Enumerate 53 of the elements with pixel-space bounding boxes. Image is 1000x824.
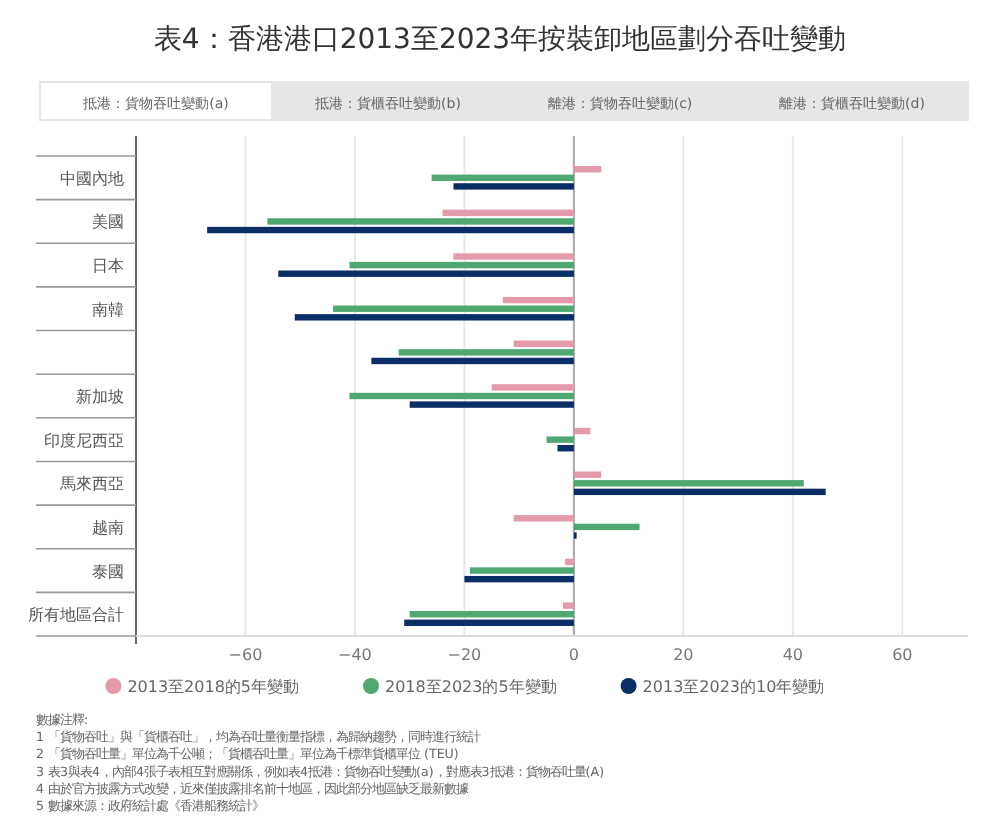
y-tick-label: 中國內地 xyxy=(60,169,124,188)
bar xyxy=(349,392,574,400)
y-tick-label: 日本 xyxy=(92,257,124,276)
bar xyxy=(294,314,574,321)
bar xyxy=(502,296,574,304)
x-tick-label: 0 xyxy=(568,646,579,664)
bar xyxy=(546,436,574,443)
bar xyxy=(409,401,574,408)
y-tick-label: 印度尼西亞 xyxy=(44,431,124,450)
y-tick-label: 南韓 xyxy=(92,300,124,319)
y-tick-label: 泰國 xyxy=(92,562,124,581)
x-tick-label: −60 xyxy=(228,646,263,664)
x-tick-label: −20 xyxy=(447,646,482,664)
bar xyxy=(278,270,574,277)
y-tick-label: 新加坡 xyxy=(76,388,124,406)
chart-title: 表4：香港港口2013至2023年按裝卸地區劃分吞吐變動 xyxy=(153,24,847,56)
bar xyxy=(371,357,574,365)
bar xyxy=(349,261,574,269)
bar xyxy=(442,209,574,217)
y-tick-label: 美國 xyxy=(92,213,124,232)
bar xyxy=(453,183,574,190)
bar xyxy=(333,305,574,312)
bar xyxy=(562,602,574,609)
bar xyxy=(404,619,574,626)
x-tick-label: −40 xyxy=(338,646,372,664)
bar xyxy=(469,567,574,574)
bar xyxy=(573,427,591,435)
bar xyxy=(267,218,574,225)
x-tick-label: 20 xyxy=(673,646,694,664)
y-tick-label: 馬來西亞 xyxy=(58,475,124,494)
bar xyxy=(409,610,574,618)
legend-label: 2018至2023的5年變動 xyxy=(385,678,557,696)
bar xyxy=(573,488,826,496)
y-tick-label: 越南 xyxy=(92,518,124,537)
bar xyxy=(513,515,574,522)
bar xyxy=(464,575,574,583)
y-tick-label: 所有地區合計 xyxy=(28,606,124,625)
x-tick-label: 40 xyxy=(782,646,804,664)
legend-label: 2013至2018的5年變動 xyxy=(127,678,300,696)
bar xyxy=(565,558,574,566)
bar xyxy=(491,384,574,391)
bar xyxy=(513,340,574,347)
bar xyxy=(398,349,574,356)
bar xyxy=(573,523,640,531)
bar xyxy=(573,166,602,173)
bar xyxy=(573,471,602,478)
legend-label: 2013至2023的10年變動 xyxy=(642,678,825,696)
x-tick-label: 60 xyxy=(892,646,913,664)
bar xyxy=(431,174,574,182)
bar xyxy=(573,480,804,487)
bar xyxy=(207,226,574,234)
bar xyxy=(557,445,574,452)
bar xyxy=(453,253,574,260)
